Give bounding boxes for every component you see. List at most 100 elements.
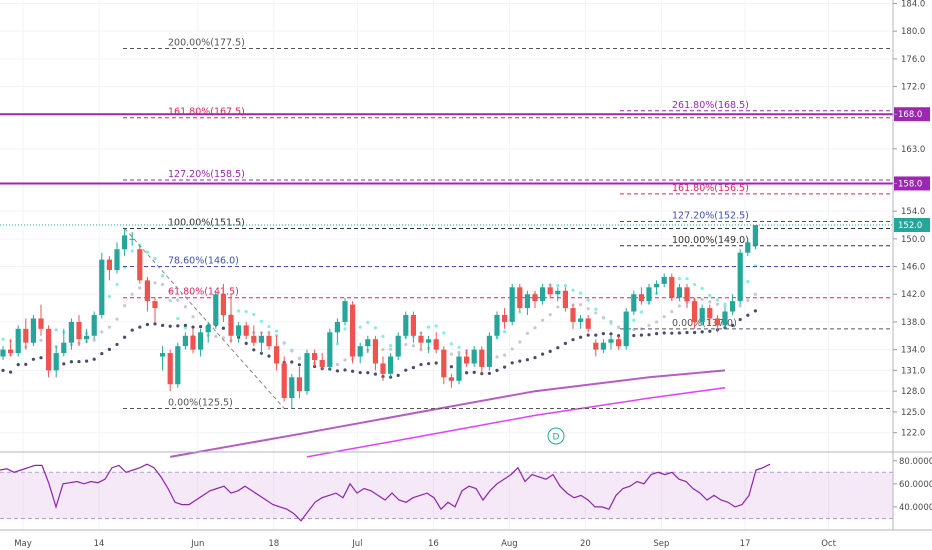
ma-dot [168,324,172,328]
candle-body [745,242,751,253]
ma-dot [518,310,522,314]
ma-dot [191,315,195,319]
ma-dot [183,305,187,309]
ma-dot [670,309,674,314]
ma-dot [594,311,598,315]
ma-dot [541,352,545,356]
ma-dot [351,369,355,373]
ma-dot [411,344,415,348]
ma-dot [145,250,149,254]
ma-dot [700,286,704,291]
candle-body [289,377,295,399]
ma-dot [753,292,758,296]
ma-dot [723,302,727,306]
ma-dot [541,318,545,322]
price-tag [894,176,930,191]
ma-dot [685,330,689,335]
ma-dot [639,333,644,337]
candle-body [699,308,705,322]
ma-dot [275,329,279,333]
candle-body [524,294,530,309]
candle-body [631,294,637,312]
ma-dot [335,362,339,367]
timeframe-badge[interactable]: D [547,427,565,445]
ma-dot [123,265,127,269]
candle-body [175,346,181,385]
ma-dot [16,363,20,367]
fib2-level-label: 0.00%(137.0) [672,318,737,329]
candle-body [334,321,340,333]
ma-dot [404,368,408,372]
candle-body [479,349,485,367]
candle-body [182,335,188,347]
ma-dot [609,319,613,324]
ma-dot [145,322,149,327]
candle-body [410,315,416,336]
candle-body [198,332,204,350]
time-tick-label: Jun [190,539,204,549]
ma-dot [571,288,575,292]
ma-dot [518,340,522,344]
ma-dot [130,249,134,253]
ma-dot [267,324,271,329]
candle-body [160,353,166,357]
ma-dot [533,326,537,330]
ma-dot [411,365,415,370]
ma-dot [442,331,446,335]
candle-body [532,294,538,302]
candle-body [365,339,371,347]
candle-body [684,287,690,302]
ma-dot [123,304,127,308]
candle-body [722,311,728,326]
ma-dot [503,353,507,357]
time-tick-label: Oct [821,539,836,549]
ma-dot [335,369,339,373]
ma-dot [115,342,119,347]
ma-dot [343,358,347,362]
ma-dot [677,304,682,308]
ma-dot [168,289,172,294]
candle-body [8,349,14,354]
ma-long-line [170,369,726,458]
price-tick-label: 131.0 [901,366,925,376]
rsi-panel: 80.0000 60.0000 40.0000 [0,457,932,522]
price-tick-label: 154.0 [901,207,925,217]
candle-body [403,315,409,336]
price-tick-label: 163.0 [901,145,925,155]
time-tick-label: Aug [501,539,518,549]
ma-dot [290,360,294,364]
candle-body [517,287,523,309]
ma-dot [176,324,180,328]
ma-dot [77,359,81,364]
ma-dot [738,317,742,322]
ma-dot [153,256,157,261]
ma-dot [571,338,575,342]
ma-dot [297,363,301,367]
ma-dot [183,326,187,330]
ma-dot [1,337,5,341]
ma-dot [662,331,666,335]
candle-body [502,315,508,322]
ma-dot [1,368,5,372]
ma-dot [723,305,727,309]
time-tick-label: 17 [740,539,751,549]
ma-dot [183,323,187,327]
candle-body [707,308,713,319]
moving-averages [1,243,758,458]
candle-body [205,325,211,333]
time-tick-label: Sep [653,539,669,549]
candle-body [654,283,660,288]
candle-body [236,325,242,336]
candle-body [312,353,318,360]
ma-long2-line [306,386,726,458]
candle-body [114,249,120,270]
rsi-tick-label: 40.0000 [899,503,932,513]
candle-body [53,353,59,371]
ma-dot [259,351,263,355]
ma-dot [647,323,651,327]
ma-dot [632,333,636,338]
candle-body [106,259,112,270]
candle-body [661,276,667,284]
ma-dot [434,361,438,365]
